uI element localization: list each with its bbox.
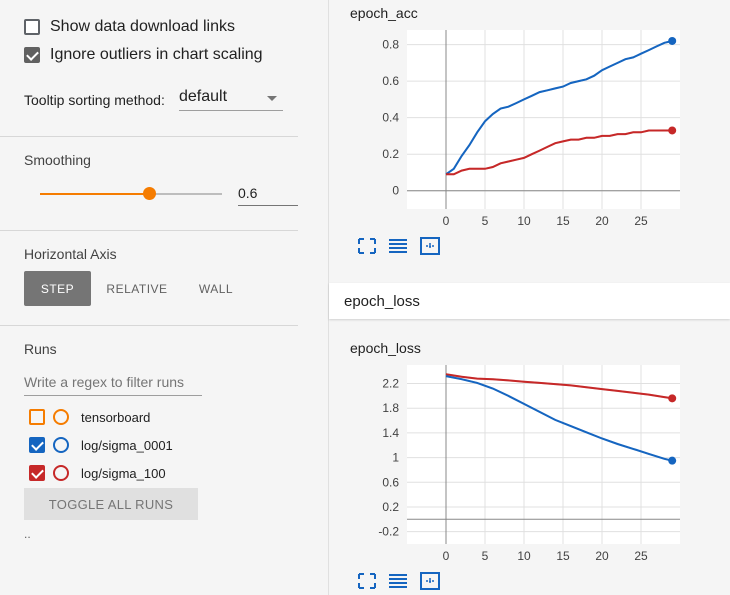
divider	[0, 136, 298, 137]
y-tick-label: -0.2	[378, 525, 399, 539]
epoch-loss-group-header[interactable]: epoch_loss	[329, 283, 730, 319]
divider	[0, 230, 298, 231]
ignore-outliers-label: Ignore outliers in chart scaling	[50, 46, 263, 63]
run-name: log/sigma_100	[81, 465, 166, 481]
divider	[0, 325, 298, 326]
x-tick-label: 20	[595, 214, 609, 226]
series-end-point	[668, 126, 677, 135]
dropdown-arrow-icon	[267, 96, 277, 101]
smoothing-slider-thumb[interactable]	[143, 187, 157, 200]
x-tick-label: 25	[634, 214, 648, 226]
run-checkbox[interactable]	[29, 437, 45, 453]
fit-domain-icon[interactable]	[420, 572, 440, 590]
run-color-circle-icon[interactable]	[53, 437, 69, 453]
y-tick-label: 1.8	[382, 401, 399, 415]
series-end-point	[668, 456, 677, 465]
y-tick-label: 0.8	[382, 38, 399, 52]
y-tick-label: 1	[392, 451, 399, 465]
horizontal-axis-title: Horizontal Axis	[24, 246, 117, 262]
x-tick-label: 0	[443, 214, 450, 226]
show-download-checkbox[interactable]	[24, 19, 40, 35]
runs-title: Runs	[24, 341, 57, 357]
smoothing-slider[interactable]	[40, 187, 222, 200]
epoch-loss-chart[interactable]: -0.2 0.2 0.6 1 1.4 1.8 2.2 0 5 10 15 20 25	[329, 361, 730, 561]
runs-parent-dir: ..	[24, 527, 31, 541]
show-download-links-row[interactable]: Show data download links	[24, 16, 235, 38]
x-tick-label: 25	[634, 549, 648, 561]
run-name: log/sigma_0001	[81, 437, 173, 453]
y-tick-label: 0.4	[382, 111, 399, 125]
run-checkbox[interactable]	[29, 409, 45, 425]
plot-area	[407, 30, 680, 209]
x-tick-label: 5	[482, 549, 489, 561]
y-tick-label: 2.2	[382, 377, 399, 391]
run-color-circle-icon[interactable]	[53, 409, 69, 425]
main-panel: epoch_acc 0 0.2 0.4 0.6 0.8 0 5 10 15 20 25 epoch_…	[329, 0, 730, 595]
tooltip-sorting-select[interactable]: default	[179, 86, 283, 111]
fit-domain-icon[interactable]	[420, 237, 440, 255]
smoothing-slider-fill	[40, 193, 150, 195]
x-tick-label: 0	[443, 549, 450, 561]
series-line	[445, 375, 673, 462]
tooltip-sorting-label: Tooltip sorting method:	[24, 92, 165, 108]
run-name: tensorboard	[81, 409, 151, 425]
axis-relative-button[interactable]: RELATIVE	[106, 281, 168, 296]
x-tick-label: 10	[517, 549, 531, 561]
series-end-point	[668, 394, 677, 403]
series-end-point	[668, 36, 677, 45]
smoothing-value: 0.6	[238, 185, 258, 201]
epoch-acc-chart[interactable]: 0 0.2 0.4 0.6 0.8 0 5 10 15 20 25	[329, 26, 730, 226]
series-line	[445, 40, 673, 176]
series-line	[446, 129, 673, 176]
toggle-all-runs-button[interactable]: TOGGLE ALL RUNS	[24, 488, 198, 520]
ignore-outliers-row[interactable]: Ignore outliers in chart scaling	[24, 44, 263, 66]
plot-area	[407, 365, 680, 544]
x-tick-label: 15	[556, 214, 570, 226]
y-tick-label: 0.2	[382, 500, 399, 514]
series-line	[445, 373, 673, 400]
sidebar: Show data download links Ignore outliers…	[0, 0, 329, 595]
runs-filter-placeholder: Write a regex to filter runs	[24, 374, 185, 390]
x-tick-label: 20	[595, 549, 609, 561]
x-tick-label: 10	[517, 214, 531, 226]
smoothing-input[interactable]: 0.6	[238, 182, 298, 206]
run-checkbox[interactable]	[29, 465, 45, 481]
y-tick-label: 1.4	[382, 426, 399, 440]
acc-card-title: epoch_acc	[350, 5, 418, 21]
expand-icon[interactable]	[357, 237, 377, 255]
expand-icon[interactable]	[357, 572, 377, 590]
loss-card-title: epoch_loss	[350, 340, 421, 356]
y-tick-label: 0	[392, 184, 399, 198]
x-tick-label: 15	[556, 549, 570, 561]
run-row-sigma-0001[interactable]: log/sigma_0001	[29, 435, 173, 455]
smoothing-title: Smoothing	[24, 152, 91, 168]
runs-filter-input[interactable]: Write a regex to filter runs	[24, 369, 202, 396]
tooltip-sorting-value: default	[179, 88, 228, 105]
x-tick-label: 5	[482, 214, 489, 226]
axis-step-button[interactable]: STEP	[24, 271, 91, 306]
list-icon[interactable]	[388, 572, 408, 590]
run-row-tensorboard[interactable]: tensorboard	[29, 407, 150, 427]
y-tick-label: 0.2	[382, 147, 399, 161]
y-tick-label: 0.6	[382, 74, 399, 88]
show-download-label: Show data download links	[50, 18, 236, 35]
run-row-sigma-100[interactable]: log/sigma_100	[29, 463, 166, 483]
group-header-title: epoch_loss	[344, 293, 420, 310]
ignore-outliers-checkbox[interactable]	[24, 47, 40, 63]
run-color-circle-icon[interactable]	[53, 465, 69, 481]
axis-wall-button[interactable]: WALL	[198, 281, 234, 296]
list-icon[interactable]	[388, 237, 408, 255]
y-tick-label: 0.6	[382, 475, 399, 489]
